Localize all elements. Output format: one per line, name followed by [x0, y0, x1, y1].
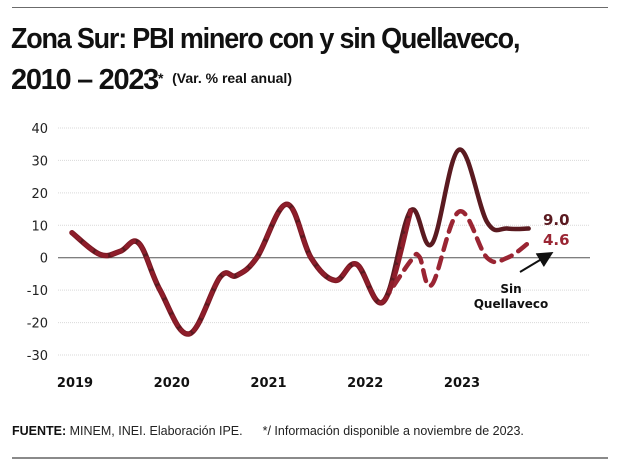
y-axis-ticks: 40 30 20 10 0 -10 -20 -30: [27, 122, 48, 364]
chart-title-line1: Zona Sur: PBI minero con y sin Quellavec…: [11, 23, 520, 55]
source-text: MINEM, INEI. Elaboración IPE.: [66, 424, 243, 438]
annotation-arrow-icon: [519, 251, 554, 273]
footnote: */ Información disponible a noviembre de…: [262, 424, 524, 438]
series-line-con-quellaveco: [69, 147, 531, 337]
end-label-sin-quellaveco: 4.6: [543, 231, 570, 249]
series-lines: [69, 147, 531, 337]
y-tick-label: 40: [31, 122, 48, 137]
title-years: 2010 – 2023: [11, 64, 159, 96]
x-axis-ticks: 2019 2020 2021 2022 2023: [57, 376, 480, 391]
end-labels: 9.04.6: [543, 211, 570, 249]
annotation-text-line1: Sin: [500, 282, 521, 296]
y-tick-label: 20: [31, 187, 48, 202]
y-tick-label: 10: [31, 219, 48, 234]
x-tick-label: 2022: [347, 376, 383, 391]
x-tick-label: 2023: [444, 376, 480, 391]
top-rule: [12, 7, 608, 8]
y-tick-label: 0: [40, 252, 48, 267]
chart-title-line2: 2010 – 2023* (Var. % real anual): [11, 63, 292, 98]
end-label-con-quellaveco: 9.0: [543, 211, 570, 229]
title-asterisk: *: [157, 70, 164, 86]
source-label: FUENTE:: [12, 424, 67, 438]
footer: FUENTE: MINEM, INEI. Elaboración IPE. */ …: [12, 424, 524, 438]
annotation-text-line2: Quellaveco: [474, 297, 549, 311]
y-tick-label: -20: [27, 317, 48, 332]
x-tick-label: 2019: [57, 376, 93, 391]
y-tick-label: -30: [27, 349, 48, 364]
shared-series-overlay: [70, 202, 413, 336]
series-line-sin-quellaveco: [381, 209, 531, 304]
chart-subtitle: (Var. % real anual): [172, 70, 292, 87]
annotation: Sin Quellaveco: [474, 251, 554, 311]
y-tick-label: -10: [27, 284, 48, 299]
bottom-rule: [12, 457, 608, 459]
x-tick-label: 2021: [250, 376, 286, 391]
x-tick-label: 2020: [154, 376, 190, 391]
y-tick-label: 30: [31, 154, 48, 169]
